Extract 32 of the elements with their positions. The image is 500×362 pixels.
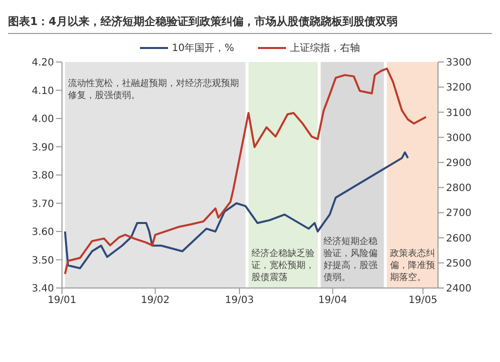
band-label: 经济企稳缺乏验证，宽松预期，股债震荡 (251, 248, 314, 283)
y-tick-label: 3.80 (32, 170, 54, 182)
y2-tick-label: 2800 (446, 183, 472, 194)
y-tick-label: 3.90 (32, 142, 54, 154)
line-series (64, 151, 409, 270)
y2-tick-label: 3100 (446, 108, 472, 119)
band-label: 流动性宽松，社融超预期，对经济悲观预期修复，股强债弱。 (68, 78, 240, 101)
y2-tick-label: 2700 (446, 208, 472, 220)
y2-tick-label: 2900 (446, 158, 472, 169)
y-tick-label: 4.20 (32, 58, 54, 69)
x-tick-label: 19/02 (140, 295, 170, 306)
y-tick-label: 3.70 (32, 198, 54, 210)
chart-title: 图表1：4月以来，经济短期企稳验证到政策纠偏，市场从股债跷跷板到股债双弱 (8, 8, 492, 34)
y-tick-label: 4.00 (32, 114, 54, 126)
x-tick-label: 19/01 (48, 295, 76, 306)
band-label: 政策表态纠偏，降准预期落空。 (390, 248, 435, 283)
y2-tick-label: 2600 (446, 233, 472, 244)
y-tick-label: 3.50 (32, 255, 54, 266)
y-tick-label: 3.60 (32, 227, 54, 238)
legend-label: 10年国开，% (172, 42, 234, 55)
y2-tick-label: 3200 (446, 82, 472, 94)
x-tick-label: 19/05 (408, 295, 438, 306)
band-label: 经济短期企稳验证，风险偏好提高，股强债弱。 (324, 236, 378, 283)
y2-tick-label: 3300 (446, 58, 472, 69)
y2-tick-label: 3000 (446, 132, 472, 144)
y2-tick-label: 2500 (446, 258, 472, 270)
legend-label: 上证综指，右轴 (290, 42, 360, 55)
x-tick-label: 19/04 (318, 295, 348, 306)
y-tick-label: 3.40 (32, 284, 54, 295)
y2-tick-label: 2400 (446, 284, 472, 295)
y-tick-label: 4.10 (32, 86, 54, 97)
x-tick-label: 19/03 (225, 295, 254, 306)
